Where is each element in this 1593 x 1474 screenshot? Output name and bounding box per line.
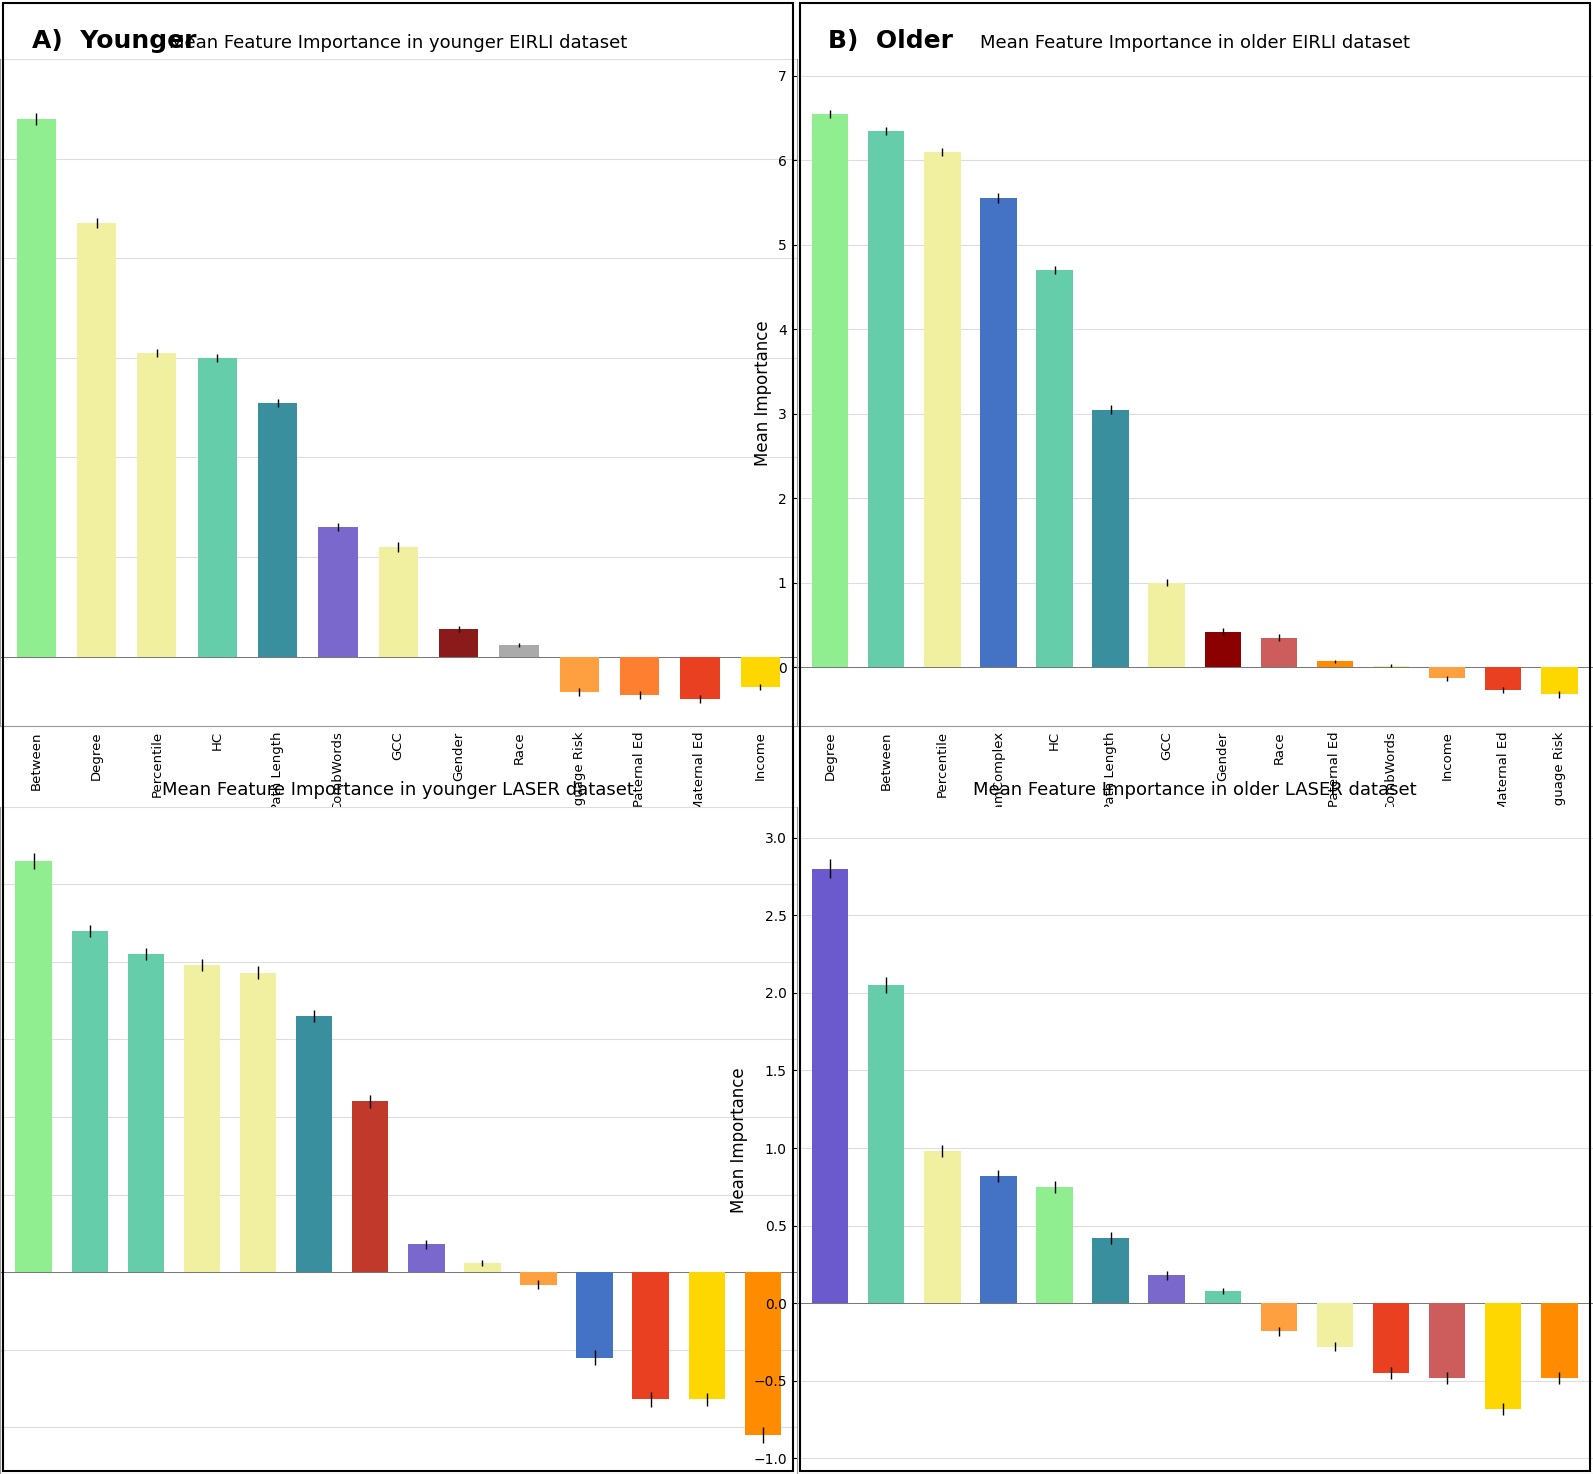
- Bar: [868, 985, 905, 1303]
- Title: Mean Feature Importance in younger LASER dataset: Mean Feature Importance in younger LASER…: [162, 781, 634, 799]
- Bar: [352, 1101, 389, 1272]
- Bar: [521, 1272, 556, 1285]
- Bar: [812, 868, 849, 1303]
- Bar: [744, 1272, 781, 1436]
- Bar: [1373, 1303, 1410, 1374]
- Bar: [1317, 662, 1352, 668]
- Bar: [1260, 638, 1297, 668]
- Bar: [1093, 410, 1129, 668]
- Bar: [980, 1176, 1016, 1303]
- Bar: [464, 1263, 500, 1272]
- Bar: [1260, 1303, 1297, 1331]
- Bar: [16, 861, 53, 1272]
- Bar: [198, 358, 237, 657]
- Bar: [1093, 1238, 1129, 1303]
- Y-axis label: Mean Importance: Mean Importance: [755, 320, 773, 466]
- Bar: [1317, 1303, 1352, 1347]
- Bar: [137, 352, 177, 657]
- Title: Mean Feature Importance in older EIRLI dataset: Mean Feature Importance in older EIRLI d…: [980, 34, 1410, 52]
- X-axis label: Feature: Feature: [1163, 887, 1227, 905]
- Bar: [868, 131, 905, 668]
- Bar: [72, 930, 108, 1272]
- Title: Mean Feature Importance in older LASER dataset: Mean Feature Importance in older LASER d…: [973, 781, 1416, 799]
- Bar: [1204, 632, 1241, 668]
- Bar: [16, 119, 56, 657]
- Bar: [1373, 666, 1410, 668]
- Bar: [296, 1016, 333, 1272]
- Bar: [499, 644, 538, 657]
- Bar: [1037, 1187, 1072, 1303]
- Text: B)  Older: B) Older: [828, 29, 953, 53]
- Bar: [1429, 1303, 1466, 1378]
- Bar: [241, 973, 276, 1272]
- Bar: [408, 1244, 444, 1272]
- Bar: [1485, 1303, 1521, 1409]
- Bar: [1037, 270, 1072, 668]
- Bar: [924, 152, 961, 668]
- Bar: [688, 1272, 725, 1399]
- Text: A)  Younger: A) Younger: [32, 29, 196, 53]
- Bar: [1149, 582, 1185, 668]
- Bar: [183, 965, 220, 1272]
- Bar: [620, 657, 660, 694]
- Y-axis label: Mean Importance: Mean Importance: [730, 1067, 747, 1213]
- Bar: [632, 1272, 669, 1399]
- Bar: [76, 224, 116, 657]
- Bar: [1540, 1303, 1577, 1378]
- Bar: [258, 402, 298, 657]
- Bar: [577, 1272, 613, 1358]
- Bar: [680, 657, 720, 699]
- Bar: [812, 113, 849, 668]
- Bar: [440, 629, 478, 657]
- Bar: [559, 657, 599, 691]
- Bar: [127, 954, 164, 1272]
- Bar: [1429, 668, 1466, 678]
- Bar: [741, 657, 781, 687]
- Bar: [319, 528, 357, 657]
- Bar: [924, 1151, 961, 1303]
- Bar: [980, 199, 1016, 668]
- Title: Mean Feature Importance in younger EIRLI dataset: Mean Feature Importance in younger EIRLI…: [169, 34, 628, 52]
- Bar: [1540, 668, 1577, 694]
- Bar: [379, 547, 417, 657]
- Bar: [1485, 668, 1521, 690]
- Bar: [1149, 1275, 1185, 1303]
- X-axis label: Feature: Feature: [366, 887, 430, 905]
- Bar: [1204, 1291, 1241, 1303]
